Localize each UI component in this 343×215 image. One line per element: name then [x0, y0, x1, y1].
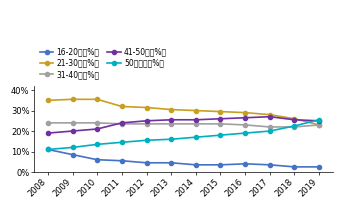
50岁以上（%） — [120, 141, 124, 144]
31-40岁（%） — [243, 124, 247, 126]
41-50岁（%） — [243, 117, 247, 119]
31-40岁（%） — [268, 126, 272, 128]
41-50岁（%） — [194, 118, 198, 121]
50岁以上（%） — [243, 132, 247, 134]
31-40岁（%） — [293, 126, 297, 128]
16-20岁（%） — [46, 148, 50, 151]
Legend: 16-20岁（%）, 21-30岁（%）, 31-40岁（%）, 41-50岁（%）, 50岁以上（%）: 16-20岁（%）, 21-30岁（%）, 31-40岁（%）, 41-50岁（… — [38, 46, 169, 80]
41-50岁（%） — [218, 117, 223, 120]
21-30岁（%） — [218, 110, 223, 113]
21-30岁（%） — [169, 108, 173, 111]
21-30岁（%） — [268, 113, 272, 116]
21-30岁（%） — [144, 106, 149, 109]
21-30岁（%） — [95, 98, 99, 101]
21-30岁（%） — [120, 105, 124, 108]
21-30岁（%） — [194, 109, 198, 112]
Line: 50岁以上（%）: 50岁以上（%） — [46, 118, 321, 152]
50岁以上（%） — [144, 139, 149, 141]
41-50岁（%） — [120, 121, 124, 124]
31-40岁（%） — [95, 121, 99, 124]
50岁以上（%） — [46, 148, 50, 151]
31-40岁（%） — [70, 121, 74, 124]
16-20岁（%） — [169, 161, 173, 164]
50岁以上（%） — [169, 138, 173, 141]
50岁以上（%） — [70, 146, 74, 149]
41-50岁（%） — [95, 128, 99, 130]
16-20岁（%） — [243, 163, 247, 165]
41-50岁（%） — [169, 118, 173, 121]
41-50岁（%） — [46, 132, 50, 134]
50岁以上（%） — [293, 125, 297, 127]
41-50岁（%） — [293, 118, 297, 121]
50岁以上（%） — [218, 134, 223, 137]
31-40岁（%） — [317, 124, 321, 126]
50岁以上（%） — [194, 136, 198, 138]
21-30岁（%） — [46, 99, 50, 102]
31-40岁（%） — [194, 123, 198, 125]
21-30岁（%） — [70, 98, 74, 101]
Line: 16-20岁（%）: 16-20岁（%） — [46, 147, 321, 169]
Line: 21-30岁（%）: 21-30岁（%） — [46, 97, 321, 127]
41-50岁（%） — [70, 130, 74, 132]
16-20岁（%） — [268, 164, 272, 166]
16-20岁（%） — [70, 153, 74, 156]
16-20岁（%） — [194, 164, 198, 166]
31-40岁（%） — [218, 123, 223, 125]
16-20岁（%） — [144, 161, 149, 164]
16-20岁（%） — [95, 158, 99, 161]
31-40岁（%） — [144, 123, 149, 125]
Line: 41-50岁（%）: 41-50岁（%） — [46, 115, 321, 135]
16-20岁（%） — [120, 160, 124, 162]
16-20岁（%） — [218, 164, 223, 166]
16-20岁（%） — [293, 166, 297, 168]
50岁以上（%） — [268, 130, 272, 132]
41-50岁（%） — [144, 120, 149, 122]
41-50岁（%） — [317, 120, 321, 122]
50岁以上（%） — [317, 118, 321, 121]
41-50岁（%） — [268, 115, 272, 118]
16-20岁（%） — [317, 166, 321, 168]
50岁以上（%） — [95, 143, 99, 146]
21-30岁（%） — [317, 124, 321, 126]
Line: 31-40岁（%）: 31-40岁（%） — [46, 121, 321, 129]
21-30岁（%） — [243, 111, 247, 114]
31-40岁（%） — [169, 123, 173, 125]
31-40岁（%） — [120, 123, 124, 125]
31-40岁（%） — [46, 121, 50, 124]
21-30岁（%） — [293, 117, 297, 120]
